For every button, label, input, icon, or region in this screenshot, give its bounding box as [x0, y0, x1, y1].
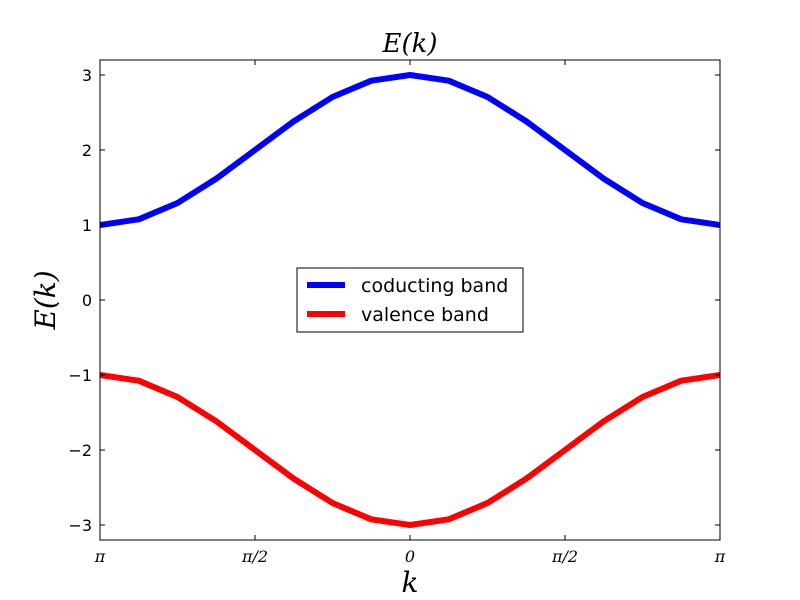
y-tick-label: 3	[82, 66, 92, 85]
plot-area	[100, 72, 720, 528]
x-tick-label: π	[714, 547, 726, 566]
legend-label: coducting band	[361, 275, 508, 297]
legend-box	[296, 267, 524, 333]
y-tick-label: 0	[82, 291, 92, 310]
chart-title: E(k)	[381, 29, 437, 59]
x-tick-label: π	[94, 547, 106, 566]
y-tick-label: 2	[82, 141, 92, 160]
x-tick-label: π/2	[241, 547, 268, 566]
x-tick-label: π/2	[551, 547, 578, 566]
series-line-conducting-band	[100, 72, 720, 228]
y-tick-label: −3	[68, 516, 92, 535]
y-tick-label: 1	[82, 216, 92, 235]
legend-label: valence band	[361, 304, 489, 326]
y-tick-label: −2	[68, 441, 92, 460]
ticks-layer: π π/2 0 π/2 π 3 2 1 0 −1 −2 −3	[68, 60, 726, 566]
y-axis-label: E(k)	[29, 270, 62, 330]
y-tick-label: −1	[68, 366, 92, 385]
x-axis-label: k	[402, 566, 419, 599]
legend: coducting band valence band	[296, 267, 524, 333]
series-line-valence-band	[100, 372, 720, 528]
x-tick-label: 0	[405, 547, 415, 566]
